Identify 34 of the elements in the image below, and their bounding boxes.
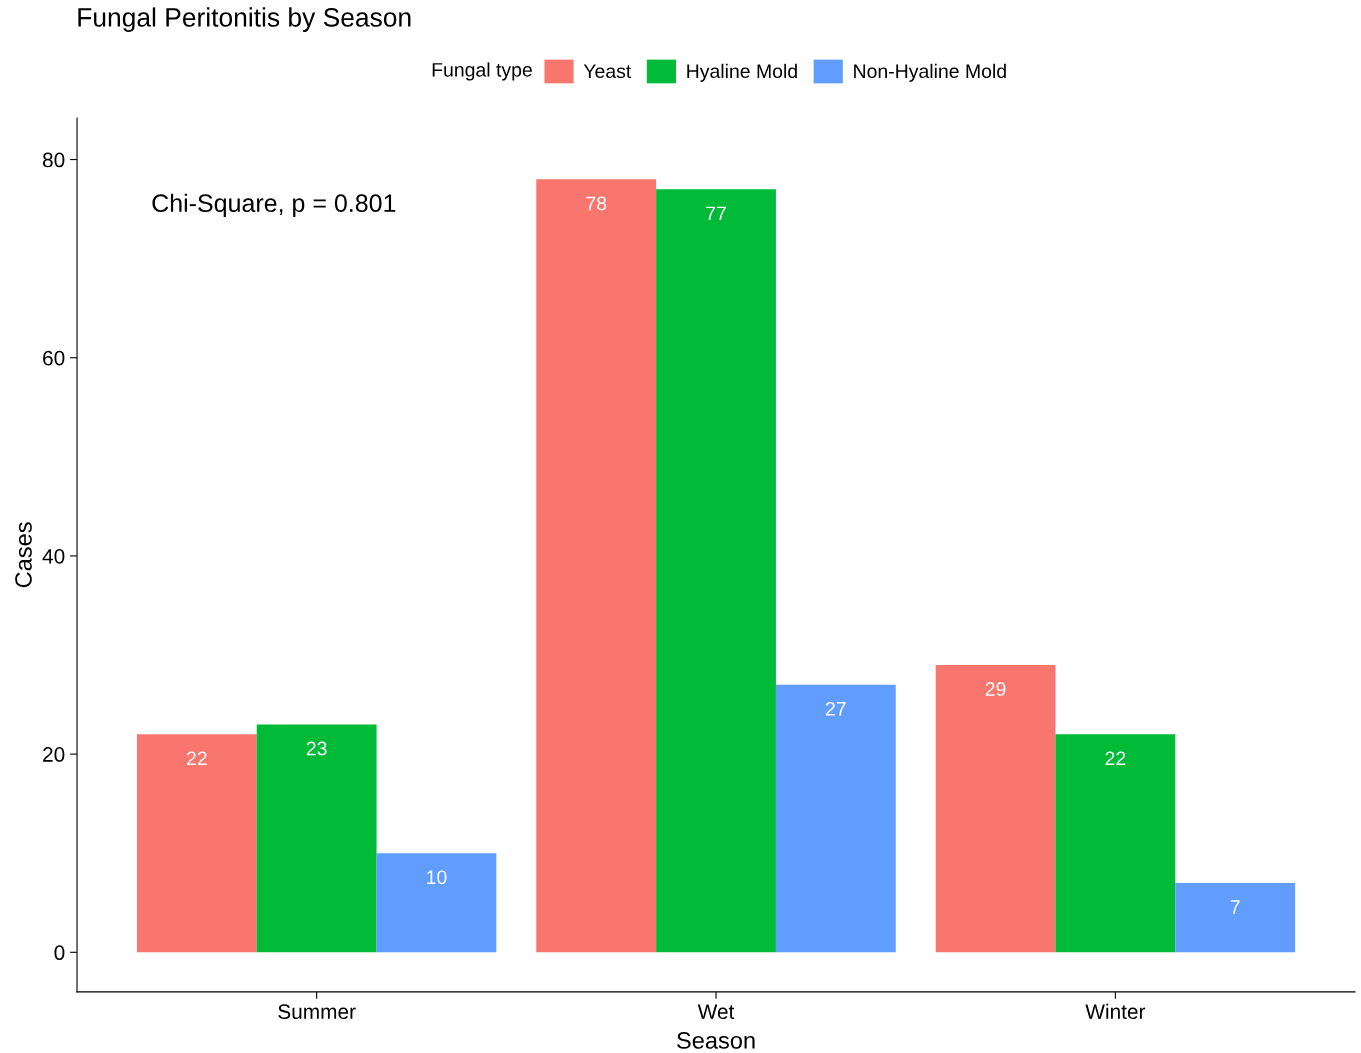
data-label: 7 [1230, 900, 1240, 914]
y-axis-title: Cases [15, 522, 32, 588]
bar [775, 684, 896, 953]
y-tick-label: 20 [43, 747, 65, 762]
data-label: 22 [1105, 751, 1126, 766]
x-tick-label: Winter [1085, 1003, 1146, 1020]
bar [935, 664, 1056, 953]
y-tick-label: 40 [42, 548, 65, 564]
data-label: 27 [826, 701, 846, 716]
legend-title: Fungal type [432, 62, 532, 81]
bar [1055, 734, 1176, 953]
data-label: 29 [985, 682, 1006, 696]
x-axis-title: Season [677, 1032, 755, 1049]
y-tick-label: 80 [42, 152, 65, 168]
x-tick-label: Summer [278, 1004, 356, 1020]
bar [256, 724, 377, 953]
legend-label: Hyaline Mold [687, 63, 797, 82]
data-label: 78 [586, 196, 607, 211]
data-label: 10 [427, 870, 447, 885]
x-tick-label: Wet [697, 1004, 735, 1020]
annotation: Chi-Square, p = 0.801 [152, 193, 396, 217]
data-label: 22 [187, 751, 207, 766]
bar [536, 179, 657, 953]
bar [1175, 882, 1296, 953]
legend-label: Non-Hyaline Mold [854, 63, 1006, 82]
bar [656, 189, 776, 953]
bar [136, 734, 257, 953]
data-label: 23 [306, 741, 327, 756]
legend-label: Yeast [583, 64, 632, 79]
chart-title: Fungal Peritonitis by Season [78, 7, 411, 32]
y-tick-label: 60 [43, 350, 65, 366]
data-label: 77 [706, 206, 726, 221]
y-tick-label: 0 [54, 945, 65, 961]
bar [376, 853, 497, 953]
